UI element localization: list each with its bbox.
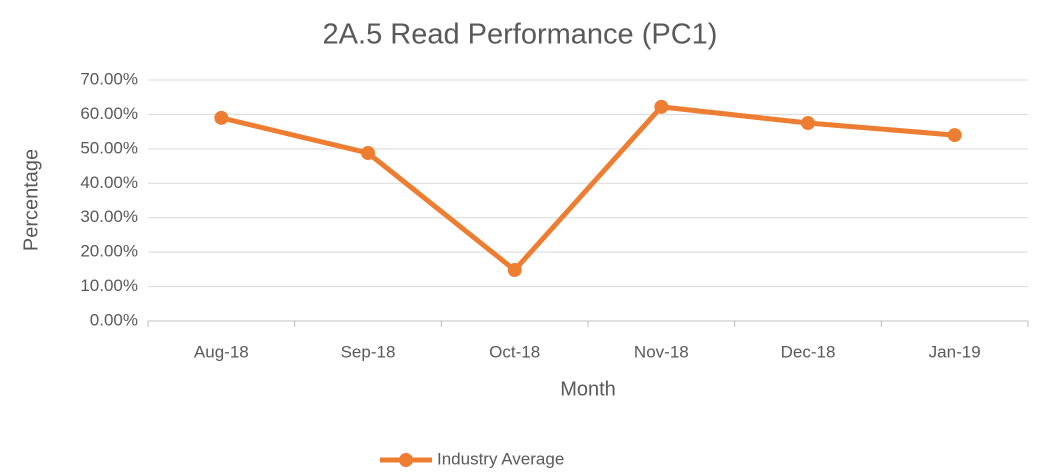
x-tick-label: Dec-18	[781, 342, 836, 361]
legend-marker	[399, 453, 413, 467]
x-tick-label: Sep-18	[341, 342, 396, 361]
series-marker	[947, 128, 962, 143]
series-marker	[801, 116, 815, 131]
x-tick-label: Aug-18	[194, 342, 249, 361]
y-tick-label: 10.00%	[80, 276, 138, 295]
y-tick-label: 70.00%	[80, 69, 138, 88]
x-tick-label: Jan-19	[929, 342, 981, 361]
chart-title: 2A.5 Read Performance (PC1)	[323, 19, 718, 51]
y-tick-label: 0.00%	[90, 310, 138, 329]
x-tick-label: Nov-18	[634, 342, 689, 361]
series-marker	[654, 99, 669, 114]
y-axis-title: Percentage	[20, 149, 42, 251]
y-tick-label: 40.00%	[80, 173, 138, 192]
series-marker	[361, 145, 375, 160]
series-line	[220, 104, 955, 273]
series-marker	[214, 110, 229, 125]
y-tick-label: 60.00%	[80, 104, 138, 123]
x-axis-title: Month	[560, 378, 616, 400]
legend-label: Industry Average	[437, 449, 564, 468]
series-marker	[507, 263, 522, 278]
x-tick-label: Oct-18	[489, 342, 540, 361]
y-tick-label: 20.00%	[80, 242, 138, 261]
y-tick-label: 50.00%	[80, 138, 138, 157]
y-tick-label: 30.00%	[80, 207, 138, 226]
